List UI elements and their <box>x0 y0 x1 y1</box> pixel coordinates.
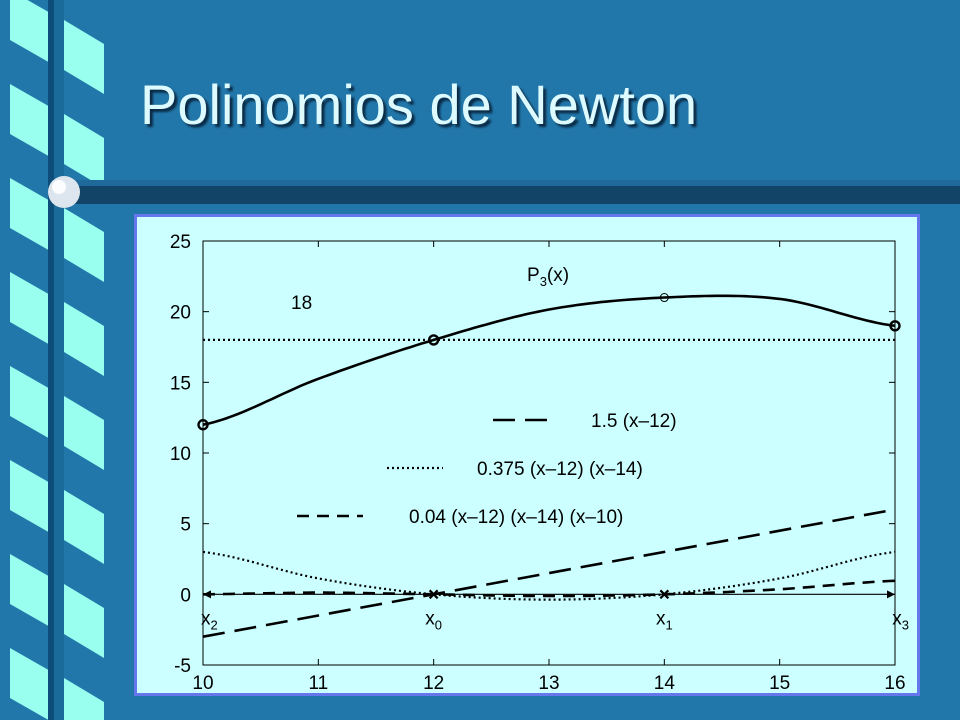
x-tick-label: 16 <box>884 673 905 693</box>
node-label: x2 <box>201 608 218 632</box>
node-label: x3 <box>892 608 909 632</box>
series-line <box>203 579 896 598</box>
series-line <box>202 550 896 601</box>
ribbon-segment <box>64 490 104 564</box>
x-tick-label: 11 <box>308 673 328 693</box>
y-tick-label: 25 <box>170 232 191 253</box>
p3-label: P3(x) <box>527 265 569 289</box>
ribbon-segment <box>10 0 52 64</box>
x-tick-label: 14 <box>654 673 676 693</box>
y-tick-label: 10 <box>170 444 191 465</box>
axis-arrow-left <box>203 590 211 599</box>
ribbon-segment <box>10 460 52 534</box>
legend-label: 0.04 (x–12) (x–14) (x–10) <box>409 507 623 528</box>
bar-knob <box>48 176 80 208</box>
ribbon-segment <box>64 302 104 376</box>
x-tick-label: 13 <box>538 673 559 693</box>
slide-title: Polinomios de Newton <box>140 73 698 136</box>
chart-panel: 10 11 12 13 14 15 16 -5 0 5 10 15 20 25 x2 x0 x1 x3 P3(x) 1… <box>134 214 920 696</box>
ribbon-segment <box>10 648 52 720</box>
ribbon-segment <box>10 554 52 628</box>
x-tick-label: 12 <box>423 673 444 693</box>
x-tick-label: 10 <box>192 673 213 693</box>
constant-label: 18 <box>291 293 312 314</box>
node-label: x1 <box>656 608 673 632</box>
y-tick-label: 15 <box>170 373 191 394</box>
data-point-marker <box>427 334 440 346</box>
ribbon-segment <box>10 84 52 158</box>
y-tick-label: 5 <box>180 515 191 536</box>
ribbon-segment <box>10 272 52 346</box>
ribbon-decoration <box>0 0 110 720</box>
ribbon-segment <box>10 366 52 440</box>
ribbon-segment <box>64 396 104 470</box>
y-tick-label: -5 <box>174 656 191 677</box>
series-line <box>202 294 896 426</box>
x-tick-label: 15 <box>769 673 790 693</box>
ribbon-segment <box>10 178 52 252</box>
ribbon-segment <box>64 20 104 94</box>
node-cross-marker <box>428 589 439 600</box>
newton-polynomial-chart: 10 11 12 13 14 15 16 -5 0 5 10 15 20 25 x2 x0 x1 x3 P3(x) 1… <box>170 232 909 693</box>
legend-label: 0.375 (x–12) (x–14) <box>477 459 643 480</box>
ribbon-segment <box>64 114 104 188</box>
ribbon-segment <box>64 584 104 658</box>
y-tick-label: 20 <box>170 303 191 324</box>
y-tick-label: 0 <box>180 585 191 606</box>
ribbon-segment <box>64 208 104 282</box>
legend-label: 1.5 (x–12) <box>591 411 677 432</box>
node-label: x0 <box>425 608 442 632</box>
axis-arrow-right <box>887 590 895 599</box>
data-point-marker <box>659 293 669 303</box>
data-point-marker <box>197 419 209 431</box>
series-line <box>202 508 896 638</box>
ribbon-segment <box>64 678 104 720</box>
data-point-marker <box>889 320 901 332</box>
node-cross-marker <box>659 589 670 600</box>
